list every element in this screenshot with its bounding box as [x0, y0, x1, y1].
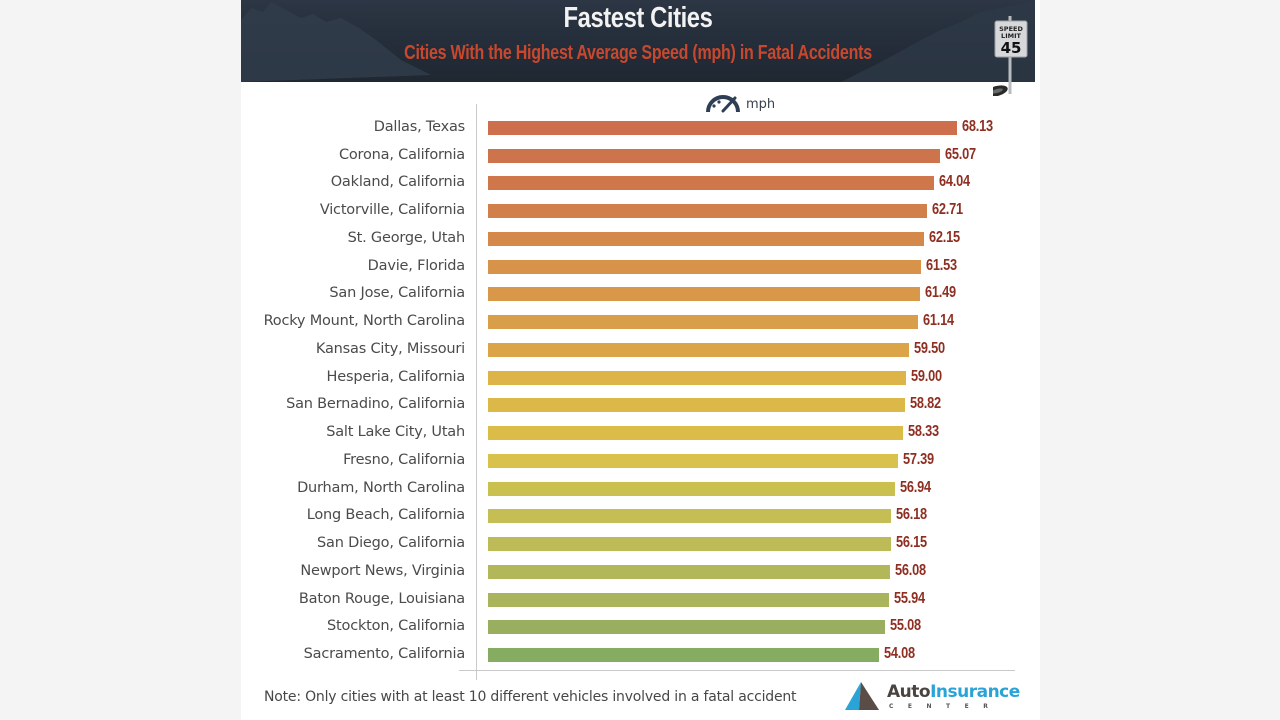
city-label: St. George, Utah	[347, 229, 466, 246]
bar	[488, 148, 941, 163]
unit-legend: mph	[706, 93, 775, 115]
bar	[488, 481, 896, 496]
city-label: Stockton, California	[327, 618, 465, 635]
value-label: 61.49	[925, 284, 957, 302]
bar	[488, 592, 890, 607]
bar-row: San Diego, California 56.15	[0, 533, 1280, 555]
bar-row: Kansas City, Missouri 59.50	[0, 339, 1280, 361]
bar	[488, 453, 898, 468]
bar-row: Newport News, Virginia 56.08	[0, 561, 1280, 583]
bar-row: Dallas, Texas 68.13	[0, 117, 1280, 139]
value-label: 59.00	[911, 367, 943, 385]
bar-row: St. George, Utah 62.15	[0, 228, 1280, 250]
value-label: 61.14	[923, 312, 955, 330]
header-banner: Fastest Cities Cities With the Highest A…	[241, 0, 1035, 82]
bar-row: San Jose, California 61.49	[0, 283, 1280, 305]
value-label: 65.07	[945, 145, 976, 163]
x-axis-line	[459, 670, 1015, 671]
value-label: 57.39	[902, 450, 934, 468]
city-label: Corona, California	[338, 146, 465, 163]
value-label: 55.94	[894, 589, 926, 607]
bar	[488, 231, 924, 246]
city-label: San Diego, California	[317, 535, 465, 552]
city-label: Newport News, Virginia	[300, 562, 465, 579]
value-label: 59.50	[914, 339, 946, 357]
city-label: Salt Lake City, Utah	[326, 424, 465, 441]
bar	[488, 648, 880, 663]
city-label: Baton Rouge, Louisiana	[298, 590, 465, 607]
city-label: Davie, Florida	[367, 257, 466, 274]
logo-text-insurance: Insurance	[930, 682, 1020, 702]
city-label: San Jose, California	[329, 285, 465, 302]
bar-row: Stockton, California 55.08	[0, 616, 1280, 638]
mountain-silhouette-icon	[241, 0, 1035, 82]
value-label: 56.18	[895, 506, 927, 524]
bar-row: Salt Lake City, Utah 58.33	[0, 422, 1280, 444]
bar-row: San Bernadino, California 58.82	[0, 394, 1280, 416]
chart-title: Fastest Cities	[563, 2, 713, 34]
bar-row: Corona, California 65.07	[0, 145, 1280, 167]
value-label: 56.94	[900, 478, 931, 496]
bar-row: Durham, North Carolina 56.94	[0, 478, 1280, 500]
bar	[488, 537, 891, 552]
bar-row: Sacramento, California 54.08	[0, 644, 1280, 666]
bar	[488, 620, 885, 635]
bar	[488, 204, 928, 219]
footnote: Note: Only cities with at least 10 diffe…	[264, 689, 797, 705]
speed-limit-sign-icon: SPEED LIMIT 45	[993, 16, 1028, 96]
svg-text:SPEED: SPEED	[999, 25, 1023, 33]
value-label: 64.04	[939, 173, 971, 191]
bar-row: Davie, Florida 61.53	[0, 256, 1280, 278]
value-label: 68.13	[962, 118, 993, 135]
bar	[488, 426, 903, 441]
value-label: 56.15	[895, 534, 927, 552]
bar	[488, 287, 921, 302]
city-label: Kansas City, Missouri	[315, 340, 465, 357]
city-label: Long Beach, California	[306, 507, 465, 524]
bar-row: Rocky Mount, North Carolina 61.14	[0, 311, 1280, 333]
svg-text:LIMIT: LIMIT	[1001, 32, 1021, 40]
logo-text-auto: Auto	[887, 682, 931, 702]
bar-row: Long Beach, California 56.18	[0, 505, 1280, 527]
value-label: 56.08	[895, 561, 927, 579]
bar	[488, 176, 935, 191]
value-label: 58.82	[910, 395, 942, 413]
logo-subtext: CENTER	[889, 703, 1003, 710]
city-label: Dallas, Texas	[373, 119, 465, 135]
bar	[488, 315, 919, 330]
bar	[488, 509, 891, 524]
city-label: Durham, North Carolina	[297, 479, 465, 496]
city-label: Hesperia, California	[326, 368, 466, 385]
bar-row: Fresno, California 57.39	[0, 450, 1280, 472]
city-label: San Bernadino, California	[286, 396, 465, 413]
svg-text:45: 45	[1001, 39, 1022, 57]
y-axis-line	[476, 104, 477, 680]
value-label: 62.15	[928, 228, 960, 246]
value-label: 61.53	[925, 256, 957, 274]
bar-row: Oakland, California 64.04	[0, 172, 1280, 194]
bar-row: Baton Rouge, Louisiana 55.94	[0, 589, 1280, 611]
speedometer-icon	[706, 95, 740, 113]
bar	[488, 370, 907, 385]
city-label: Oakland, California	[330, 174, 465, 191]
bar-row: Victorville, California 62.71	[0, 200, 1280, 222]
value-label: 55.08	[889, 617, 921, 635]
auto-insurance-center-logo: AutoInsurance CENTER	[845, 682, 1025, 714]
bar-row: Hesperia, California 59.00	[0, 367, 1280, 389]
unit-label: mph	[746, 96, 776, 112]
logo-mountain-icon	[845, 682, 879, 710]
bar	[488, 259, 921, 274]
city-label: Victorville, California	[319, 202, 465, 219]
value-label: 62.71	[932, 201, 963, 219]
city-label: Sacramento, California	[303, 646, 466, 663]
bar	[488, 398, 906, 413]
bar	[488, 342, 910, 357]
city-label: Rocky Mount, North Carolina	[263, 313, 466, 330]
city-label: Fresno, California	[343, 451, 465, 468]
value-label: 58.33	[907, 423, 939, 441]
chart-subtitle: Cities With the Highest Average Speed (m…	[404, 42, 872, 64]
bar	[488, 121, 958, 135]
value-label: 54.08	[884, 645, 915, 663]
bar	[488, 564, 891, 579]
